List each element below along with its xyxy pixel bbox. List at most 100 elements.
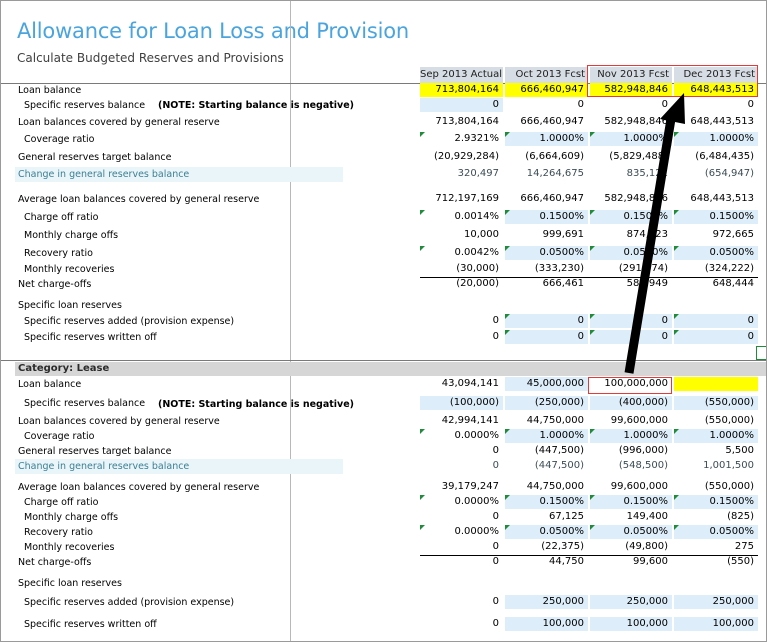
cell-monthly-charge-offs-col3[interactable]: 874,423 xyxy=(626,229,668,240)
cell-monthly-recoveries-col1[interactable]: 0 xyxy=(492,541,499,552)
cell-charge-off-ratio-col1[interactable]: 0.0000% xyxy=(420,495,503,509)
cell-monthly-charge-offs-col3[interactable]: 149,400 xyxy=(626,511,668,522)
cell-gen-target-col4[interactable]: (6,484,435) xyxy=(695,151,754,162)
col-header-sep[interactable]: Sep 2013 Actual xyxy=(420,67,503,83)
cell-change-general-col2[interactable]: (447,500) xyxy=(534,460,584,471)
cell-charge-off-ratio-col2[interactable]: 0.1500% xyxy=(505,210,588,224)
cell-net-charge-offs-col1[interactable]: 0 xyxy=(492,556,499,567)
cell-specific-written-off-col2[interactable]: 0 xyxy=(505,330,588,344)
cell-monthly-charge-offs-col1[interactable]: 10,000 xyxy=(464,229,499,240)
cell-gen-target-col1[interactable]: (20,929,284) xyxy=(433,151,499,162)
cell-avg-loan-col4[interactable]: 648,443,513 xyxy=(690,193,754,204)
cell-loan-bal-general-col1[interactable]: 713,804,164 xyxy=(435,116,499,127)
cell-change-general-col1[interactable]: 0 xyxy=(492,460,499,471)
cell-recovery-ratio-col3[interactable]: 0.0500% xyxy=(590,246,672,260)
cell-specific-written-off-col3[interactable]: 0 xyxy=(590,330,672,344)
cell-monthly-charge-offs-col1[interactable]: 0 xyxy=(492,511,499,522)
cell-loan-bal-general-col4[interactable]: 648,443,513 xyxy=(690,116,754,127)
cell-specific-written-off-col4[interactable]: 100,000 xyxy=(674,617,758,631)
cell-coverage-ratio-col2[interactable]: 1.0000% xyxy=(505,429,588,443)
cell-specific-reserves-balance-col4[interactable]: (550,000) xyxy=(674,396,758,410)
col-header-nov[interactable]: Nov 2013 Fcst xyxy=(590,67,672,83)
cell-specific-added-col4[interactable]: 0 xyxy=(674,314,758,328)
cell-loan-balance-col2[interactable]: 666,460,947 xyxy=(505,83,588,97)
cell-charge-off-ratio-col4[interactable]: 0.1500% xyxy=(674,495,758,509)
cell-recovery-ratio-col3[interactable]: 0.0500% xyxy=(590,525,672,539)
cell-charge-off-ratio-col4[interactable]: 0.1500% xyxy=(674,210,758,224)
cell-loan-balance-col2[interactable]: 45,000,000 xyxy=(505,377,588,391)
cell-monthly-recoveries-col4[interactable]: (324,222) xyxy=(704,263,754,274)
cell-monthly-recoveries-col4[interactable]: 275 xyxy=(734,541,754,552)
cell-gen-target-col2[interactable]: (6,664,609) xyxy=(525,151,584,162)
col-header-dec[interactable]: Dec 2013 Fcst xyxy=(674,67,758,83)
cell-loan-balance-col4[interactable] xyxy=(674,377,758,391)
cell-monthly-recoveries-col2[interactable]: (22,375) xyxy=(541,541,584,552)
cell-avg-loan-col3[interactable]: 99,600,000 xyxy=(610,481,668,492)
cell-gen-target-col1[interactable]: 0 xyxy=(492,445,499,456)
cell-coverage-ratio-col2[interactable]: 1.0000% xyxy=(505,132,588,146)
cell-avg-loan-col1[interactable]: 39,179,247 xyxy=(441,481,499,492)
cell-specific-added-col2[interactable]: 0 xyxy=(505,314,588,328)
cell-loan-bal-general-col1[interactable]: 42,994,141 xyxy=(441,415,499,426)
cell-gen-target-col4[interactable]: 5,500 xyxy=(725,445,754,456)
col-header-oct[interactable]: Oct 2013 Fcst xyxy=(505,67,588,83)
cell-specific-written-off-col4[interactable]: 0 xyxy=(674,330,758,344)
cell-net-charge-offs-col3[interactable]: 582,949 xyxy=(626,278,668,289)
cell-loan-bal-general-col2[interactable]: 44,750,000 xyxy=(526,415,584,426)
cell-recovery-ratio-col2[interactable]: 0.0500% xyxy=(505,246,588,260)
cell-specific-reserves-balance-col2[interactable]: (250,000) xyxy=(505,396,588,410)
cell-specific-added-col2[interactable]: 250,000 xyxy=(505,595,588,609)
cell-specific-reserves-balance-col4[interactable]: 0 xyxy=(747,99,754,110)
cell-specific-reserves-balance-col3[interactable]: (400,000) xyxy=(590,396,672,410)
cell-charge-off-ratio-col2[interactable]: 0.1500% xyxy=(505,495,588,509)
cell-coverage-ratio-col3[interactable]: 1.0000% xyxy=(590,429,672,443)
cell-change-general-col3[interactable]: (548,500) xyxy=(618,460,668,471)
cell-specific-added-col4[interactable]: 250,000 xyxy=(674,595,758,609)
cell-net-charge-offs-col4[interactable]: 648,444 xyxy=(712,278,754,289)
cell-loan-bal-general-col2[interactable]: 666,460,947 xyxy=(520,116,584,127)
cell-specific-added-col3[interactable]: 250,000 xyxy=(590,595,672,609)
cell-specific-written-off-col1[interactable]: 0 xyxy=(492,618,499,629)
cell-specific-reserves-balance-col3[interactable]: 0 xyxy=(661,99,668,110)
cell-coverage-ratio-col4[interactable]: 1.0000% xyxy=(674,429,758,443)
selected-cell[interactable] xyxy=(756,346,766,360)
cell-specific-written-off-col3[interactable]: 100,000 xyxy=(590,617,672,631)
cell-specific-reserves-balance-col1[interactable]: (100,000) xyxy=(420,396,503,410)
cell-monthly-charge-offs-col4[interactable]: 972,665 xyxy=(712,229,754,240)
cell-loan-bal-general-col4[interactable]: (550,000) xyxy=(704,415,754,426)
cell-charge-off-ratio-col3[interactable]: 0.1500% xyxy=(590,495,672,509)
cell-loan-balance-col4[interactable]: 648,443,513 xyxy=(674,83,758,97)
cell-net-charge-offs-col4[interactable]: (550) xyxy=(727,556,754,567)
cell-coverage-ratio-col1[interactable]: 0.0000% xyxy=(420,429,503,443)
cell-coverage-ratio-col1[interactable]: 2.9321% xyxy=(420,132,503,146)
cell-gen-target-col2[interactable]: (447,500) xyxy=(534,445,584,456)
cell-net-charge-offs-col2[interactable]: 666,461 xyxy=(542,278,584,289)
cell-recovery-ratio-col1[interactable]: 0.0000% xyxy=(420,525,503,539)
cell-loan-balance-col1[interactable]: 43,094,141 xyxy=(441,378,499,389)
cell-change-general-col2[interactable]: 14,264,675 xyxy=(526,168,584,179)
cell-loan-bal-general-col3[interactable]: 99,600,000 xyxy=(610,415,668,426)
cell-charge-off-ratio-col1[interactable]: 0.0014% xyxy=(420,210,503,224)
cell-specific-added-col1[interactable]: 0 xyxy=(492,315,499,326)
cell-avg-loan-col2[interactable]: 44,750,000 xyxy=(526,481,584,492)
cell-change-general-col4[interactable]: 1,001,500 xyxy=(703,460,754,471)
cell-loan-balance-col1[interactable]: 713,804,164 xyxy=(420,83,503,97)
cell-gen-target-col3[interactable]: (5,829,488) xyxy=(609,151,668,162)
cell-avg-loan-col4[interactable]: (550,000) xyxy=(704,481,754,492)
cell-charge-off-ratio-col3[interactable]: 0.1500% xyxy=(590,210,672,224)
cell-loan-balance-col3[interactable]: 100,000,000 xyxy=(604,378,668,389)
cell-specific-added-col1[interactable]: 0 xyxy=(492,596,499,607)
cell-specific-written-off-col2[interactable]: 100,000 xyxy=(505,617,588,631)
cell-net-charge-offs-col1[interactable]: (20,000) xyxy=(456,278,499,289)
cell-loan-balance-col3[interactable]: 582,948,846 xyxy=(590,83,672,97)
cell-loan-bal-general-col3[interactable]: 582,948,846 xyxy=(604,116,668,127)
cell-coverage-ratio-col3[interactable]: 1.0000% xyxy=(590,132,672,146)
cell-net-charge-offs-col3[interactable]: 99,600 xyxy=(633,556,668,567)
cell-recovery-ratio-col4[interactable]: 0.0500% xyxy=(674,525,758,539)
cell-monthly-charge-offs-col2[interactable]: 999,691 xyxy=(542,229,584,240)
cell-gen-target-col3[interactable]: (996,000) xyxy=(618,445,668,456)
cell-change-general-col4[interactable]: (654,947) xyxy=(704,168,754,179)
cell-coverage-ratio-col4[interactable]: 1.0000% xyxy=(674,132,758,146)
cell-change-general-col1[interactable]: 320,497 xyxy=(457,168,499,179)
cell-recovery-ratio-col2[interactable]: 0.0500% xyxy=(505,525,588,539)
